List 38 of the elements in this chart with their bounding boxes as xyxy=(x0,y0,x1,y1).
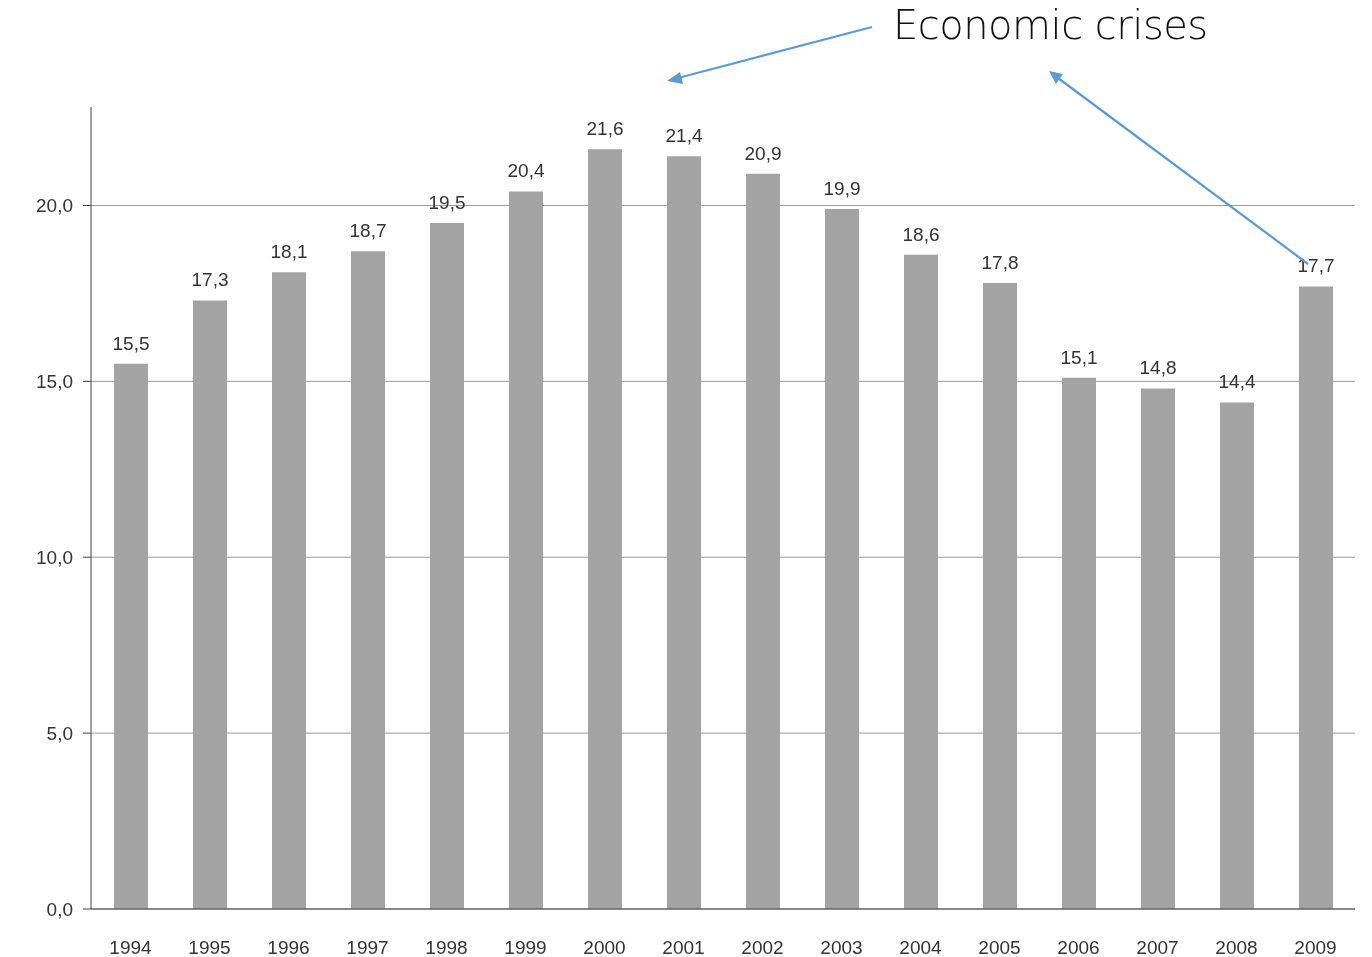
data-label: 18,7 xyxy=(349,220,387,242)
data-label: 20,9 xyxy=(744,142,782,164)
data-label: 15,1 xyxy=(1060,346,1098,368)
y-tick-label: 10,0 xyxy=(36,546,73,568)
text: Economic crises xyxy=(893,2,1208,48)
data-label: 20,4 xyxy=(507,160,545,182)
x-tick-label: 2008 xyxy=(1215,937,1258,957)
x-tick-label: 2000 xyxy=(583,937,626,957)
data-label: 17,3 xyxy=(191,269,229,291)
data-label: 17,7 xyxy=(1297,255,1335,277)
data-label: 21,4 xyxy=(665,125,703,147)
data-label: 18,6 xyxy=(902,223,940,245)
data-label: 14,8 xyxy=(1139,357,1177,379)
data-label: 15,5 xyxy=(112,332,150,354)
x-tick-label: 1996 xyxy=(267,937,310,957)
data-label: 14,4 xyxy=(1218,371,1256,393)
data-label: 19,9 xyxy=(823,178,861,200)
x-tick-label: 2002 xyxy=(741,937,784,957)
x-tick-label: 1995 xyxy=(188,937,231,957)
data-label: 18,1 xyxy=(270,241,308,263)
x-tick-label: 2004 xyxy=(899,937,943,957)
x-tick-label: 2001 xyxy=(662,937,705,957)
x-tick-label: 1999 xyxy=(504,937,547,957)
y-tick-label: 5,0 xyxy=(46,722,73,744)
y-tick-label: 0,0 xyxy=(46,898,73,920)
y-tick-label: 20,0 xyxy=(36,195,73,217)
x-tick-label: 1994 xyxy=(109,937,153,957)
x-tick-label: 1997 xyxy=(346,937,389,957)
x-tick-label: 2009 xyxy=(1294,937,1337,957)
x-tick-label: 1998 xyxy=(425,937,468,957)
data-label: 19,5 xyxy=(428,192,466,214)
y-tick-label: 15,0 xyxy=(36,371,73,393)
data-label: 17,8 xyxy=(981,251,1019,273)
x-tick-label: 2007 xyxy=(1136,937,1179,957)
data-label: 21,6 xyxy=(586,118,624,140)
x-tick-label: 2006 xyxy=(1057,937,1100,957)
x-tick-label: 2005 xyxy=(978,937,1021,957)
x-tick-label: 2003 xyxy=(820,937,863,957)
